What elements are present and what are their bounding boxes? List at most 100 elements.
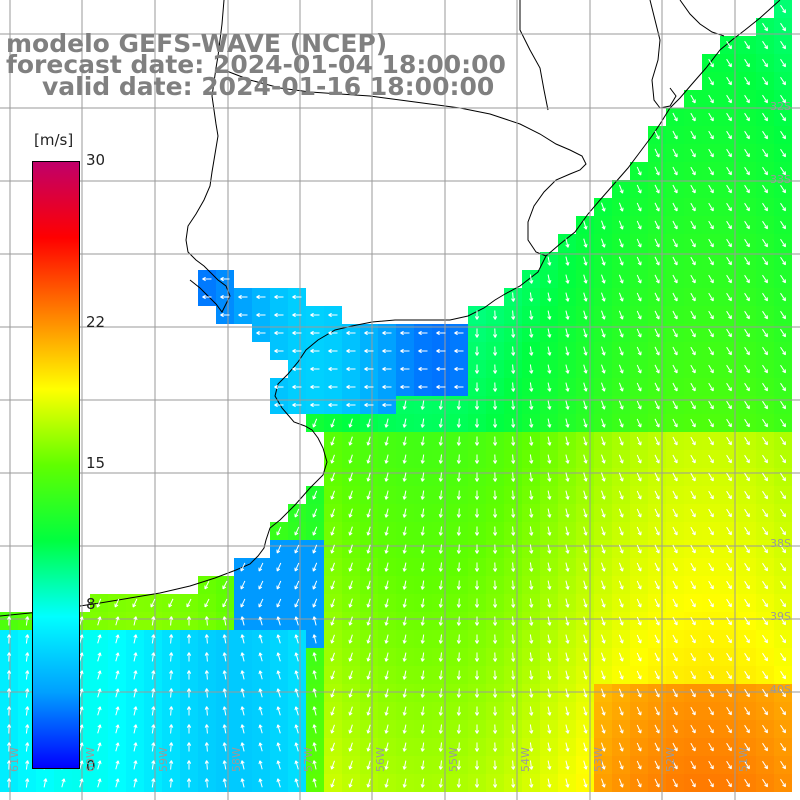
wind-arrow bbox=[456, 616, 462, 626]
wind-arrow bbox=[690, 94, 696, 104]
wind-arrow bbox=[438, 778, 443, 788]
wind-arrow bbox=[601, 742, 606, 752]
wind-arrow bbox=[418, 348, 428, 354]
wind-arrow bbox=[454, 384, 464, 390]
lon-label: 61W bbox=[8, 747, 21, 772]
wind-arrow bbox=[402, 526, 407, 536]
wind-arrow bbox=[204, 724, 209, 734]
wind-arrow bbox=[6, 688, 12, 698]
wind-arrow bbox=[690, 454, 696, 464]
colorbar-tick-8: 8 bbox=[86, 595, 96, 614]
wind-arrow bbox=[762, 112, 768, 122]
wind-arrow bbox=[780, 364, 786, 374]
wind-arrow bbox=[438, 436, 443, 446]
wind-arrow bbox=[618, 634, 624, 644]
wind-arrow bbox=[151, 742, 156, 752]
wind-arrow bbox=[744, 688, 750, 698]
wind-arrow bbox=[529, 490, 534, 500]
wind-arrow bbox=[618, 508, 624, 518]
wind-arrow bbox=[402, 742, 407, 752]
wind-arrow bbox=[654, 472, 660, 482]
wind-arrow bbox=[636, 670, 642, 680]
wind-arrow bbox=[583, 562, 588, 572]
wind-arrow bbox=[672, 580, 678, 590]
wind-arrow bbox=[492, 544, 498, 554]
wind-arrow bbox=[636, 292, 642, 302]
wind-arrow bbox=[583, 292, 588, 302]
wind-arrow bbox=[618, 778, 624, 788]
wind-arrow bbox=[583, 364, 588, 374]
wind-arrow bbox=[762, 454, 768, 464]
wind-arrow bbox=[312, 670, 317, 680]
wind-arrow bbox=[708, 706, 714, 716]
wind-arrow bbox=[115, 742, 120, 752]
wind-arrow bbox=[708, 742, 714, 752]
wind-arrow bbox=[708, 418, 714, 428]
wind-arrow bbox=[348, 598, 353, 608]
wind-arrow bbox=[312, 418, 318, 428]
wind-arrow bbox=[529, 562, 534, 572]
wind-arrow bbox=[654, 616, 660, 626]
wind-arrow bbox=[744, 310, 750, 320]
wind-arrow bbox=[474, 544, 480, 554]
wind-arrow bbox=[762, 526, 768, 536]
wind-arrow bbox=[151, 652, 156, 662]
wind-arrow bbox=[258, 634, 263, 644]
wind-arrow bbox=[400, 384, 410, 390]
wind-arrow bbox=[115, 652, 120, 662]
wind-arrow bbox=[654, 508, 660, 518]
wind-arrow bbox=[115, 616, 120, 626]
wind-arrow bbox=[726, 292, 732, 302]
wind-arrow bbox=[547, 346, 552, 356]
wind-arrow bbox=[204, 760, 209, 770]
lon-label: 56W bbox=[374, 747, 387, 772]
wind-arrow bbox=[690, 202, 696, 212]
wind-arrow bbox=[258, 580, 264, 590]
wind-arrow bbox=[601, 724, 606, 734]
wind-arrow bbox=[97, 634, 102, 644]
wind-arrow bbox=[780, 634, 786, 644]
wind-arrow bbox=[601, 436, 606, 446]
wind-arrow bbox=[636, 436, 642, 446]
wind-arrow bbox=[310, 366, 320, 372]
wind-arrow bbox=[420, 688, 425, 698]
wind-arrow bbox=[780, 184, 786, 194]
wind-arrow bbox=[690, 580, 696, 590]
wind-arrow bbox=[348, 436, 353, 446]
wind-arrow bbox=[330, 526, 335, 536]
wind-arrow bbox=[690, 634, 696, 644]
wind-arrow bbox=[690, 544, 696, 554]
wind-arrow bbox=[474, 526, 480, 536]
wind-arrow bbox=[132, 598, 138, 608]
wind-arrow bbox=[583, 670, 588, 680]
wind-arrow bbox=[726, 364, 732, 374]
wind-arrow bbox=[583, 760, 588, 770]
wind-arrow bbox=[529, 346, 534, 356]
wind-arrow bbox=[474, 670, 480, 680]
wind-arrow bbox=[726, 58, 732, 68]
wind-arrow bbox=[780, 112, 786, 122]
wind-arrow bbox=[708, 58, 714, 68]
wind-arrow bbox=[672, 400, 678, 410]
wind-arrow bbox=[474, 436, 480, 446]
wind-arrow bbox=[762, 346, 768, 356]
wind-arrow bbox=[511, 706, 516, 716]
wind-arrow bbox=[780, 760, 786, 770]
wind-arrow bbox=[636, 508, 642, 518]
wind-arrow bbox=[565, 616, 570, 626]
wind-arrow bbox=[690, 418, 696, 428]
wind-arrow bbox=[690, 274, 696, 284]
wind-arrow bbox=[708, 490, 714, 500]
wind-arrow bbox=[258, 598, 264, 608]
wind-arrow bbox=[636, 526, 642, 536]
wind-arrow bbox=[511, 490, 516, 500]
wind-arrow bbox=[6, 724, 12, 734]
wind-arrow bbox=[726, 688, 732, 698]
wind-arrow bbox=[780, 670, 786, 680]
wind-arrow bbox=[511, 346, 516, 356]
wind-arrow bbox=[402, 400, 407, 410]
wind-arrow bbox=[529, 670, 534, 680]
wind-arrow bbox=[672, 562, 678, 572]
wind-arrow bbox=[690, 346, 696, 356]
wind-arrow bbox=[258, 616, 263, 626]
